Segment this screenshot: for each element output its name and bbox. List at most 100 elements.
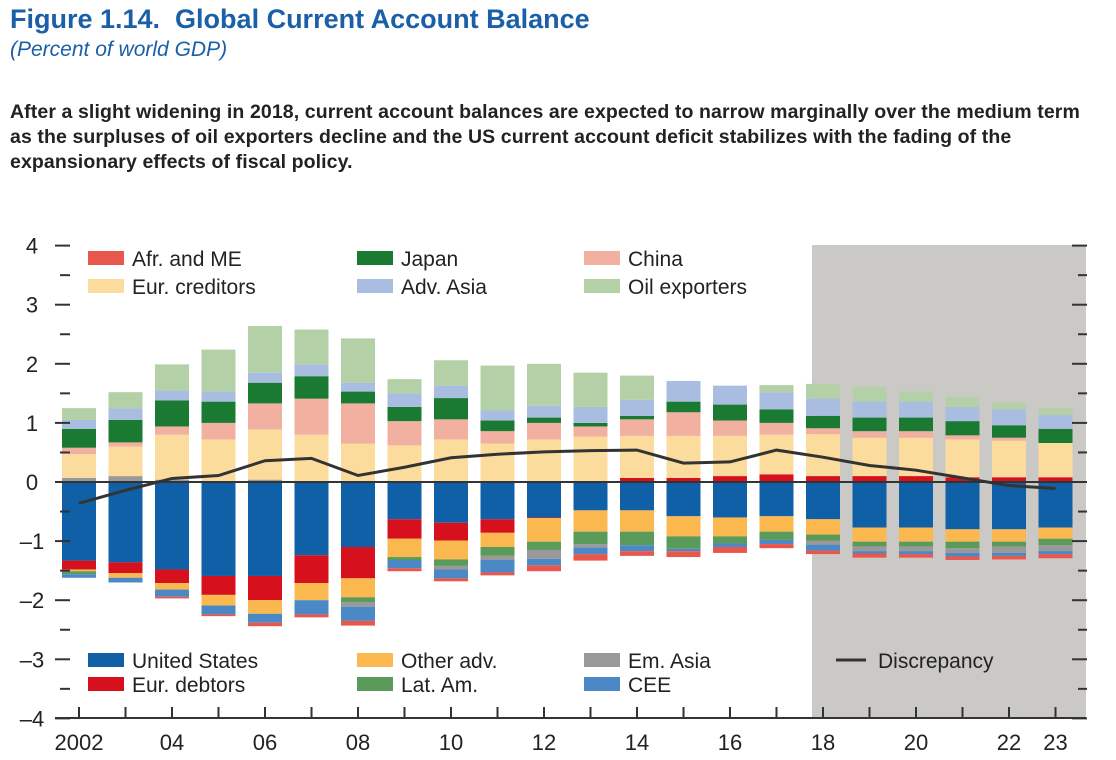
bar-segment-cee-2019: [852, 551, 887, 554]
bar-segment-japan-2023: [1038, 428, 1073, 443]
bar-segment-cee-2014: [620, 545, 654, 552]
bar-segment-adv-asia-2008: [341, 382, 375, 392]
x-tick-label: 12: [532, 730, 556, 755]
bar-segment-adv-asia-2012: [527, 405, 561, 418]
bar-segment-other-adv-2007: [294, 583, 329, 601]
bar-segment-oil-exporters-2002: [62, 408, 96, 420]
bar-segment-adv-asia-2023: [1038, 415, 1073, 429]
bar-segment-eur-creditors-2023: [1038, 442, 1073, 478]
x-tick-label: 23: [1043, 730, 1067, 755]
bar-segment-japan-2012: [527, 417, 561, 423]
bar-segment-afr-and-me-2005: [201, 614, 236, 617]
bar-segment-oil-exporters-2021: [945, 396, 980, 407]
bar-segment-eur-debtors-2003: [108, 562, 143, 574]
legend-label-eur-creditors: Eur. creditors: [132, 276, 256, 299]
bar-segment-japan-2005: [201, 401, 236, 423]
bar-segment-cee-2008: [341, 606, 375, 621]
bar-segment-afr-and-me-2004: [155, 596, 189, 599]
bar-segment-other-adv-2002: [62, 569, 96, 572]
bar-segment-other-adv-2010: [434, 540, 468, 560]
x-tick-label: 06: [253, 730, 277, 755]
bar-segment-eur-debtors-2023: [1038, 477, 1073, 482]
bar-segment-cee-2015: [666, 548, 701, 552]
bar-segment-japan-2010: [434, 398, 468, 420]
bar-segment-lat-am-2008: [341, 597, 375, 602]
bar-segment-adv-asia-2017: [759, 392, 794, 410]
bar-segment-adv-asia-2003: [108, 408, 143, 420]
legend-swatch-united-states: [88, 653, 124, 667]
bar-segment-lat-am-2018: [806, 534, 840, 541]
bar-segment-oil-exporters-2019: [852, 386, 887, 402]
legend-label-adv-asia: Adv. Asia: [401, 276, 487, 299]
legend-label-japan: Japan: [401, 248, 458, 271]
bar-segment-united-states-2018: [806, 482, 840, 520]
bar-segment-em-asia-2022: [992, 546, 1026, 553]
bar-segment-japan-2007: [294, 376, 329, 399]
bar-segment-cee-2003: [108, 577, 143, 583]
bar-segment-eur-creditors-2013: [573, 436, 608, 482]
bar-segment-em-asia-2020: [899, 546, 933, 552]
bar-segment-lat-am-2022: [992, 541, 1026, 547]
bar-segment-china-2009: [387, 421, 422, 446]
legend-label-cee: CEE: [628, 674, 671, 697]
x-tick-label: 10: [439, 730, 463, 755]
bar-segment-afr-and-me-2008: [341, 620, 375, 626]
bar-segment-japan-2006: [248, 382, 282, 404]
bar-segment-eur-debtors-2011: [480, 519, 515, 533]
x-tick-label: 08: [346, 730, 370, 755]
bar-segment-adv-asia-2015: [666, 380, 701, 402]
bar-segment-japan-2017: [759, 409, 794, 423]
bar-segment-afr-and-me-2006: [248, 622, 282, 627]
bar-segment-eur-debtors-2022: [992, 477, 1026, 482]
bar-segment-em-asia-2019: [852, 546, 887, 552]
bar-segment-united-states-2011: [480, 482, 515, 520]
bar-segment-lat-am-2019: [852, 541, 887, 547]
bar-segment-lat-am-2016: [713, 536, 747, 544]
bar-segment-other-adv-2019: [852, 527, 887, 542]
bar-segment-eur-debtors-2017: [759, 474, 794, 482]
bar-segment-em-asia-2011: [480, 555, 515, 561]
bar-segment-adv-asia-2011: [480, 410, 515, 421]
bar-segment-afr-and-me-2011: [480, 572, 515, 576]
bar-segment-lat-am-2023: [1038, 538, 1073, 546]
bar-segment-lat-am-2002: [62, 571, 96, 575]
bar-segment-em-asia-2018: [806, 540, 840, 545]
bar-segment-china-2008: [341, 403, 375, 444]
bar-segment-united-states-2007: [294, 482, 329, 556]
bar-segment-adv-asia-2006: [248, 372, 282, 383]
bar-segment-united-states-2008: [341, 482, 375, 548]
bar-segment-china-2005: [201, 422, 236, 440]
bar-segment-eur-creditors-2014: [620, 435, 654, 478]
bar-segment-united-states-2022: [992, 482, 1026, 530]
bar-segment-other-adv-2004: [155, 583, 189, 590]
bar-segment-cee-2005: [201, 605, 236, 615]
bar-segment-adv-asia-2002: [62, 419, 96, 429]
bar-segment-eur-creditors-2021: [945, 439, 980, 478]
bar-segment-other-adv-2020: [899, 527, 933, 542]
x-tick-label: 2002: [55, 730, 104, 755]
bar-segment-oil-exporters-2017: [759, 385, 794, 393]
bar-segment-afr-and-me-2017: [759, 544, 794, 549]
bars-group: [62, 325, 1073, 627]
bar-segment-oil-exporters-2020: [899, 391, 933, 402]
bar-segment-china-2006: [248, 403, 282, 430]
bar-segment-china-2021: [945, 435, 980, 440]
bar-segment-japan-2019: [852, 417, 887, 432]
bar-segment-adv-asia-2020: [899, 401, 933, 418]
legend-swatch-other-adv: [357, 653, 393, 667]
bar-segment-oil-exporters-2018: [806, 383, 840, 399]
bar-segment-other-adv-2016: [713, 517, 747, 537]
legend-swatch-china: [584, 251, 620, 265]
bar-segment-united-states-2021: [945, 482, 980, 530]
bar-segment-cee-2017: [759, 539, 794, 545]
bar-segment-eur-creditors-2015: [666, 435, 701, 478]
bar-segment-em-asia-2008: [341, 601, 375, 607]
bar-segment-united-states-2014: [620, 482, 654, 511]
x-tick-label: 14: [625, 730, 649, 755]
bar-segment-oil-exporters-2013: [573, 372, 608, 407]
legend-label-china: China: [628, 248, 683, 271]
bar-segment-afr-and-me-2021: [945, 556, 980, 561]
bar-segment-em-asia-2002: [62, 477, 96, 482]
bar-segment-em-asia-2021: [945, 548, 980, 553]
